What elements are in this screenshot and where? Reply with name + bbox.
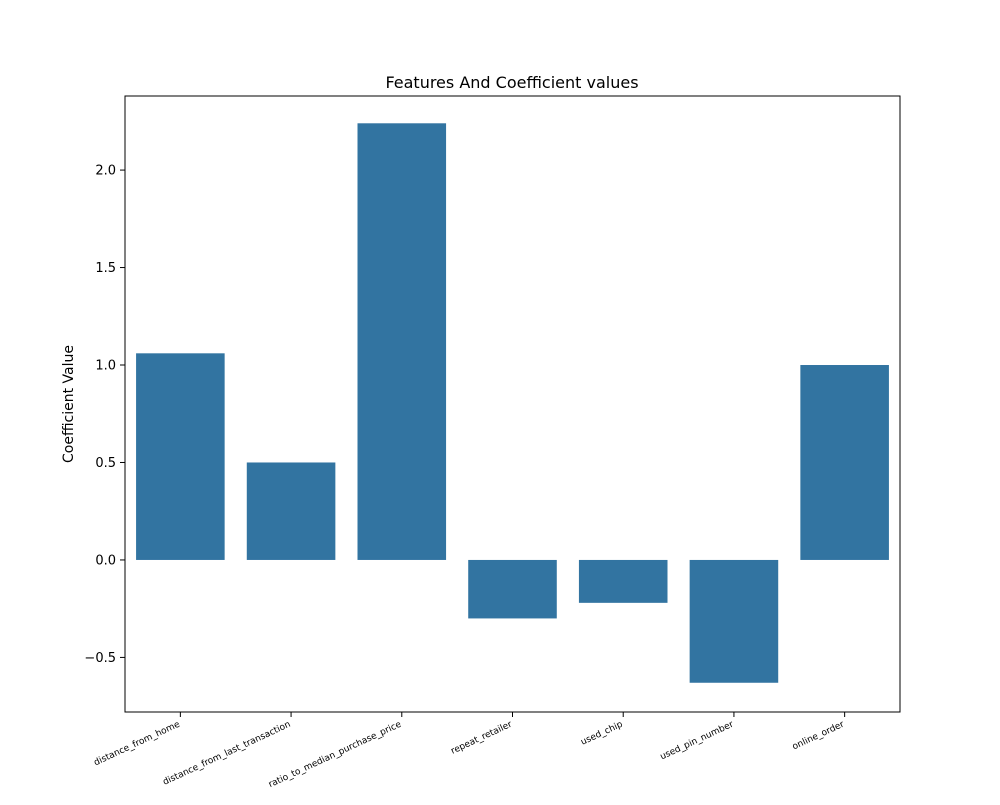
x-tick-label: used_chip bbox=[579, 720, 624, 748]
bar-distance-from-home bbox=[136, 353, 225, 560]
y-tick-label: 0.5 bbox=[95, 456, 116, 471]
x-tick-label: online_order bbox=[791, 720, 846, 753]
bar-ratio-to-median-purchase-price bbox=[357, 123, 447, 560]
x-tick-label: repeat_retailer bbox=[450, 720, 514, 757]
y-axis-label: Coefficient Value bbox=[61, 345, 77, 463]
x-tick-label: distance_from_home bbox=[93, 719, 182, 768]
y-tick-label: 2.0 bbox=[95, 164, 116, 179]
bar-distance-from-last-transaction bbox=[246, 462, 336, 560]
y-axis: −0.5 0.0 0.5 1.0 1.5 2.0 bbox=[84, 164, 125, 666]
y-tick-label: −0.5 bbox=[84, 651, 116, 666]
x-tick-label: used_pin_number bbox=[659, 720, 736, 763]
plot-area bbox=[136, 123, 889, 683]
bar-repeat-retailer bbox=[468, 559, 557, 619]
plot-frame bbox=[124, 95, 901, 713]
bar-used-pin-number bbox=[689, 559, 779, 683]
x-axis: distance_from_homedistance_from_last_tra… bbox=[93, 712, 846, 790]
bar-used-chip bbox=[578, 559, 668, 603]
y-tick-label: 1.0 bbox=[95, 359, 116, 374]
bar-online-order bbox=[800, 365, 889, 560]
y-tick-label: 0.0 bbox=[95, 553, 116, 568]
chart-title: Features And Coefficient values bbox=[385, 73, 638, 92]
y-tick-label: 1.5 bbox=[95, 261, 116, 276]
